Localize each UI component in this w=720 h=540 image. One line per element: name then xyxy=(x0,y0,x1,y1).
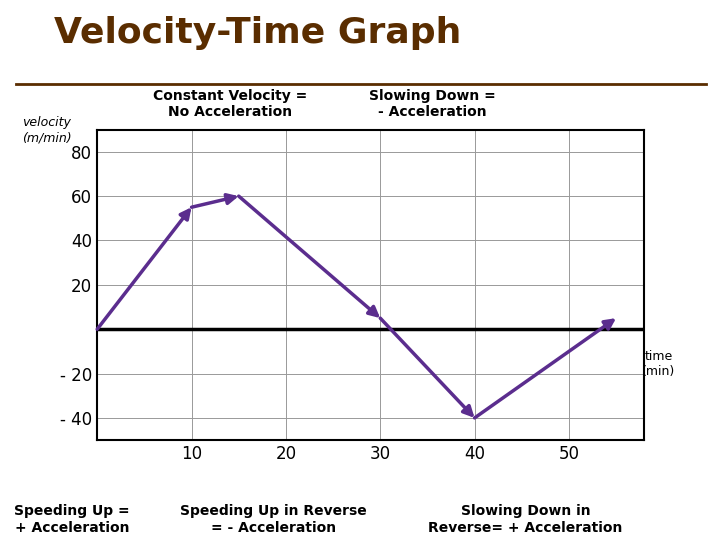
Text: Slowing Down =
- Acceleration: Slowing Down = - Acceleration xyxy=(369,89,495,119)
Text: Speeding Up =
+ Acceleration: Speeding Up = + Acceleration xyxy=(14,504,130,535)
Text: Speeding Up in Reverse
= - Acceleration: Speeding Up in Reverse = - Acceleration xyxy=(180,504,367,535)
Text: Velocity-Time Graph: Velocity-Time Graph xyxy=(54,16,462,50)
Text: velocity
(m/min): velocity (m/min) xyxy=(22,116,71,144)
Text: Slowing Down in
Reverse= + Acceleration: Slowing Down in Reverse= + Acceleration xyxy=(428,504,623,535)
Text: time
(min): time (min) xyxy=(642,350,675,379)
Text: Constant Velocity =
No Acceleration: Constant Velocity = No Acceleration xyxy=(153,89,307,119)
